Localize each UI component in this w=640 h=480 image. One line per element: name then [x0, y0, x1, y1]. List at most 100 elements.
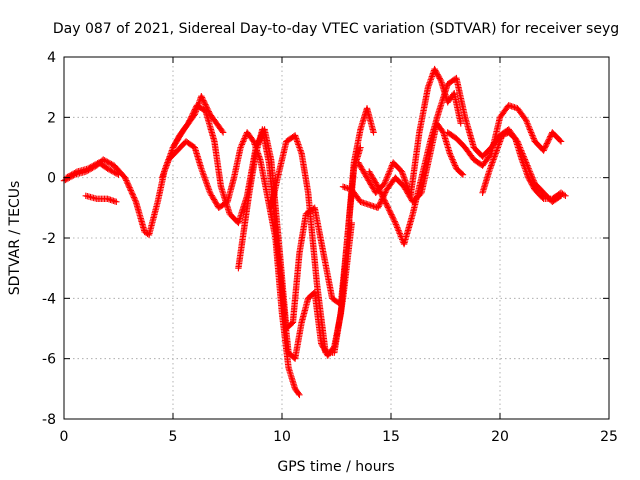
data-point [190, 109, 197, 116]
data-point [202, 102, 210, 110]
data-point [200, 97, 207, 104]
x-tick-label: 10 [273, 429, 291, 445]
data-point [84, 165, 92, 172]
data-series [267, 132, 355, 356]
data-point [390, 216, 398, 224]
data-point [86, 164, 93, 172]
data-point [238, 142, 245, 150]
data-point [387, 209, 394, 217]
x-tick-label: 15 [382, 429, 400, 445]
data-point [557, 138, 565, 145]
data-point [381, 178, 389, 186]
y-tick-label: -4 [42, 291, 56, 307]
data-point [386, 168, 393, 175]
data-point [384, 203, 391, 210]
data-point [237, 144, 244, 151]
data-point [397, 231, 404, 239]
data-series [158, 129, 303, 399]
data-point [88, 163, 96, 170]
data-series [62, 159, 122, 181]
data-point [377, 189, 384, 196]
x-tick-label: 5 [169, 429, 178, 445]
data-point [185, 118, 193, 126]
data-point [382, 177, 389, 184]
data-point [111, 169, 118, 176]
data-point [560, 191, 568, 198]
data-point [104, 158, 111, 166]
data-point [526, 126, 534, 133]
data-point [115, 171, 122, 178]
data-point [348, 219, 355, 227]
data-point [125, 182, 133, 190]
data-series [479, 129, 569, 202]
data-point [381, 180, 388, 187]
data-point [376, 186, 383, 193]
data-point [191, 107, 198, 115]
data-point [389, 214, 396, 221]
data-point [122, 175, 129, 183]
data-point [108, 160, 115, 168]
data-point [186, 117, 193, 124]
data-series [355, 65, 464, 199]
data-point [239, 138, 247, 145]
data-point [198, 94, 206, 101]
data-point [379, 193, 386, 200]
data-point [523, 118, 530, 126]
data-point [200, 98, 208, 105]
data-point [241, 135, 248, 142]
data-point [522, 117, 530, 124]
data-point [87, 163, 94, 171]
grid [64, 57, 609, 419]
data-point [386, 208, 394, 215]
data-point [295, 390, 302, 397]
data-marks [60, 65, 569, 399]
data-point [526, 124, 533, 132]
data-point [296, 391, 303, 399]
data-point [393, 222, 400, 230]
data-point [383, 175, 390, 183]
data-point [112, 169, 119, 177]
data-point [123, 178, 131, 186]
data-point [189, 111, 196, 119]
data-point [189, 110, 197, 117]
data-point [376, 187, 384, 195]
data-point [376, 201, 383, 209]
data-point [545, 136, 553, 143]
data-point [106, 160, 114, 167]
data-point [386, 207, 393, 214]
data-point [130, 194, 138, 201]
data-point [187, 115, 194, 123]
data-point [65, 172, 73, 180]
data-point [130, 192, 137, 200]
data-point [202, 101, 209, 108]
y-tick-label: -2 [42, 231, 56, 247]
data-point [123, 177, 130, 184]
y-tick-label: -6 [42, 352, 56, 368]
data-point [121, 174, 129, 181]
data-point [446, 150, 454, 157]
data-point [394, 224, 401, 231]
data-point [382, 198, 389, 206]
data-point [546, 134, 553, 142]
data-point [109, 168, 117, 175]
data-point [386, 166, 394, 174]
y-tick-label: 4 [47, 50, 56, 66]
y-tick-label: 2 [47, 110, 56, 126]
data-point [541, 145, 548, 153]
data-point [448, 154, 456, 162]
data-point [105, 166, 113, 173]
data-point [188, 113, 195, 120]
data-point [69, 170, 77, 178]
data-point [375, 203, 382, 210]
data-point [102, 157, 110, 165]
data-point [543, 140, 551, 147]
y-tick-label: -8 [42, 412, 56, 428]
data-point [90, 162, 97, 169]
data-point [126, 185, 134, 193]
data-point [219, 127, 226, 135]
data-point [390, 215, 397, 222]
data-point [383, 174, 391, 181]
data-series [82, 192, 120, 205]
data-point [381, 197, 388, 204]
data-series [444, 102, 565, 169]
